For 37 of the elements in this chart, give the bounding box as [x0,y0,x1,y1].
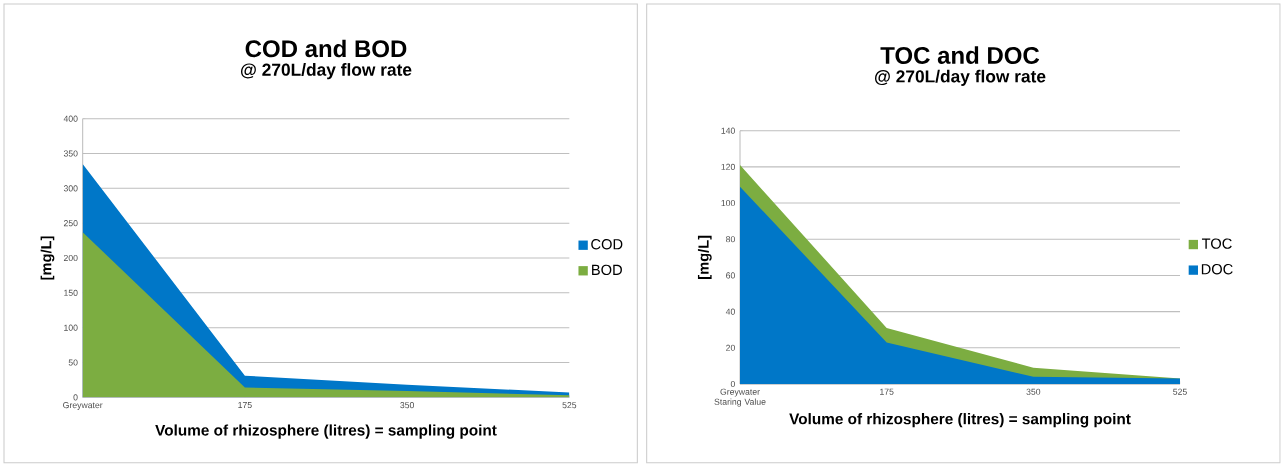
y-tick-label: 100 [721,199,735,207]
x-axis-title: Volume of rhizosphere (litres) = sampling point [155,424,497,439]
x-tick-label: 350 [400,402,414,409]
x-axis-title: Volume of rhizosphere (litres) = sampling point [789,413,1131,428]
legend-label: TOC [1201,238,1232,249]
legend-label: COD [591,239,623,250]
legend-label: BOD [592,264,622,276]
x-tick-label: 175 [238,402,252,409]
y-tick-label: 50 [68,359,78,366]
y-tick-label: 80 [726,236,735,243]
y-tick-label: 140 [721,127,735,134]
y-tick-label: 300 [63,185,78,192]
y-tick-label: 40 [725,308,735,315]
y-tick-label: 250 [63,220,78,227]
y-tick-label: 100 [64,324,78,331]
y-axis-title: [mg/L] [697,235,712,279]
x-tick-label: Greywater Staring Value [714,388,766,407]
x-tick-label: Greywater [63,402,103,410]
y-tick-label: 150 [64,289,78,296]
chart-title: TOC and DOC [880,46,1040,64]
chart-subtitle: @ 270L/day flow rate [874,69,1046,86]
y-tick-label: 120 [721,163,735,170]
y-tick-label: 400 [63,115,78,122]
y-tick-label: 0 [730,380,735,388]
y-tick-label: 350 [63,150,78,157]
x-tick-label: 525 [562,402,577,409]
y-axis-title: [mg/L] [40,236,55,280]
y-tick-label: 0 [73,394,78,401]
y-tick-label: 20 [726,344,735,351]
y-tick-label: 60 [726,272,735,279]
x-tick-label: 350 [1026,388,1041,395]
chart-title: COD and BOD [245,39,407,58]
chart-subtitle: @ 270L/day flow rate [240,63,412,80]
x-tick-label: 175 [880,388,894,395]
y-tick-label: 200 [63,254,78,262]
x-tick-label: 525 [1173,388,1187,395]
legend-label: DOC [1201,264,1233,275]
